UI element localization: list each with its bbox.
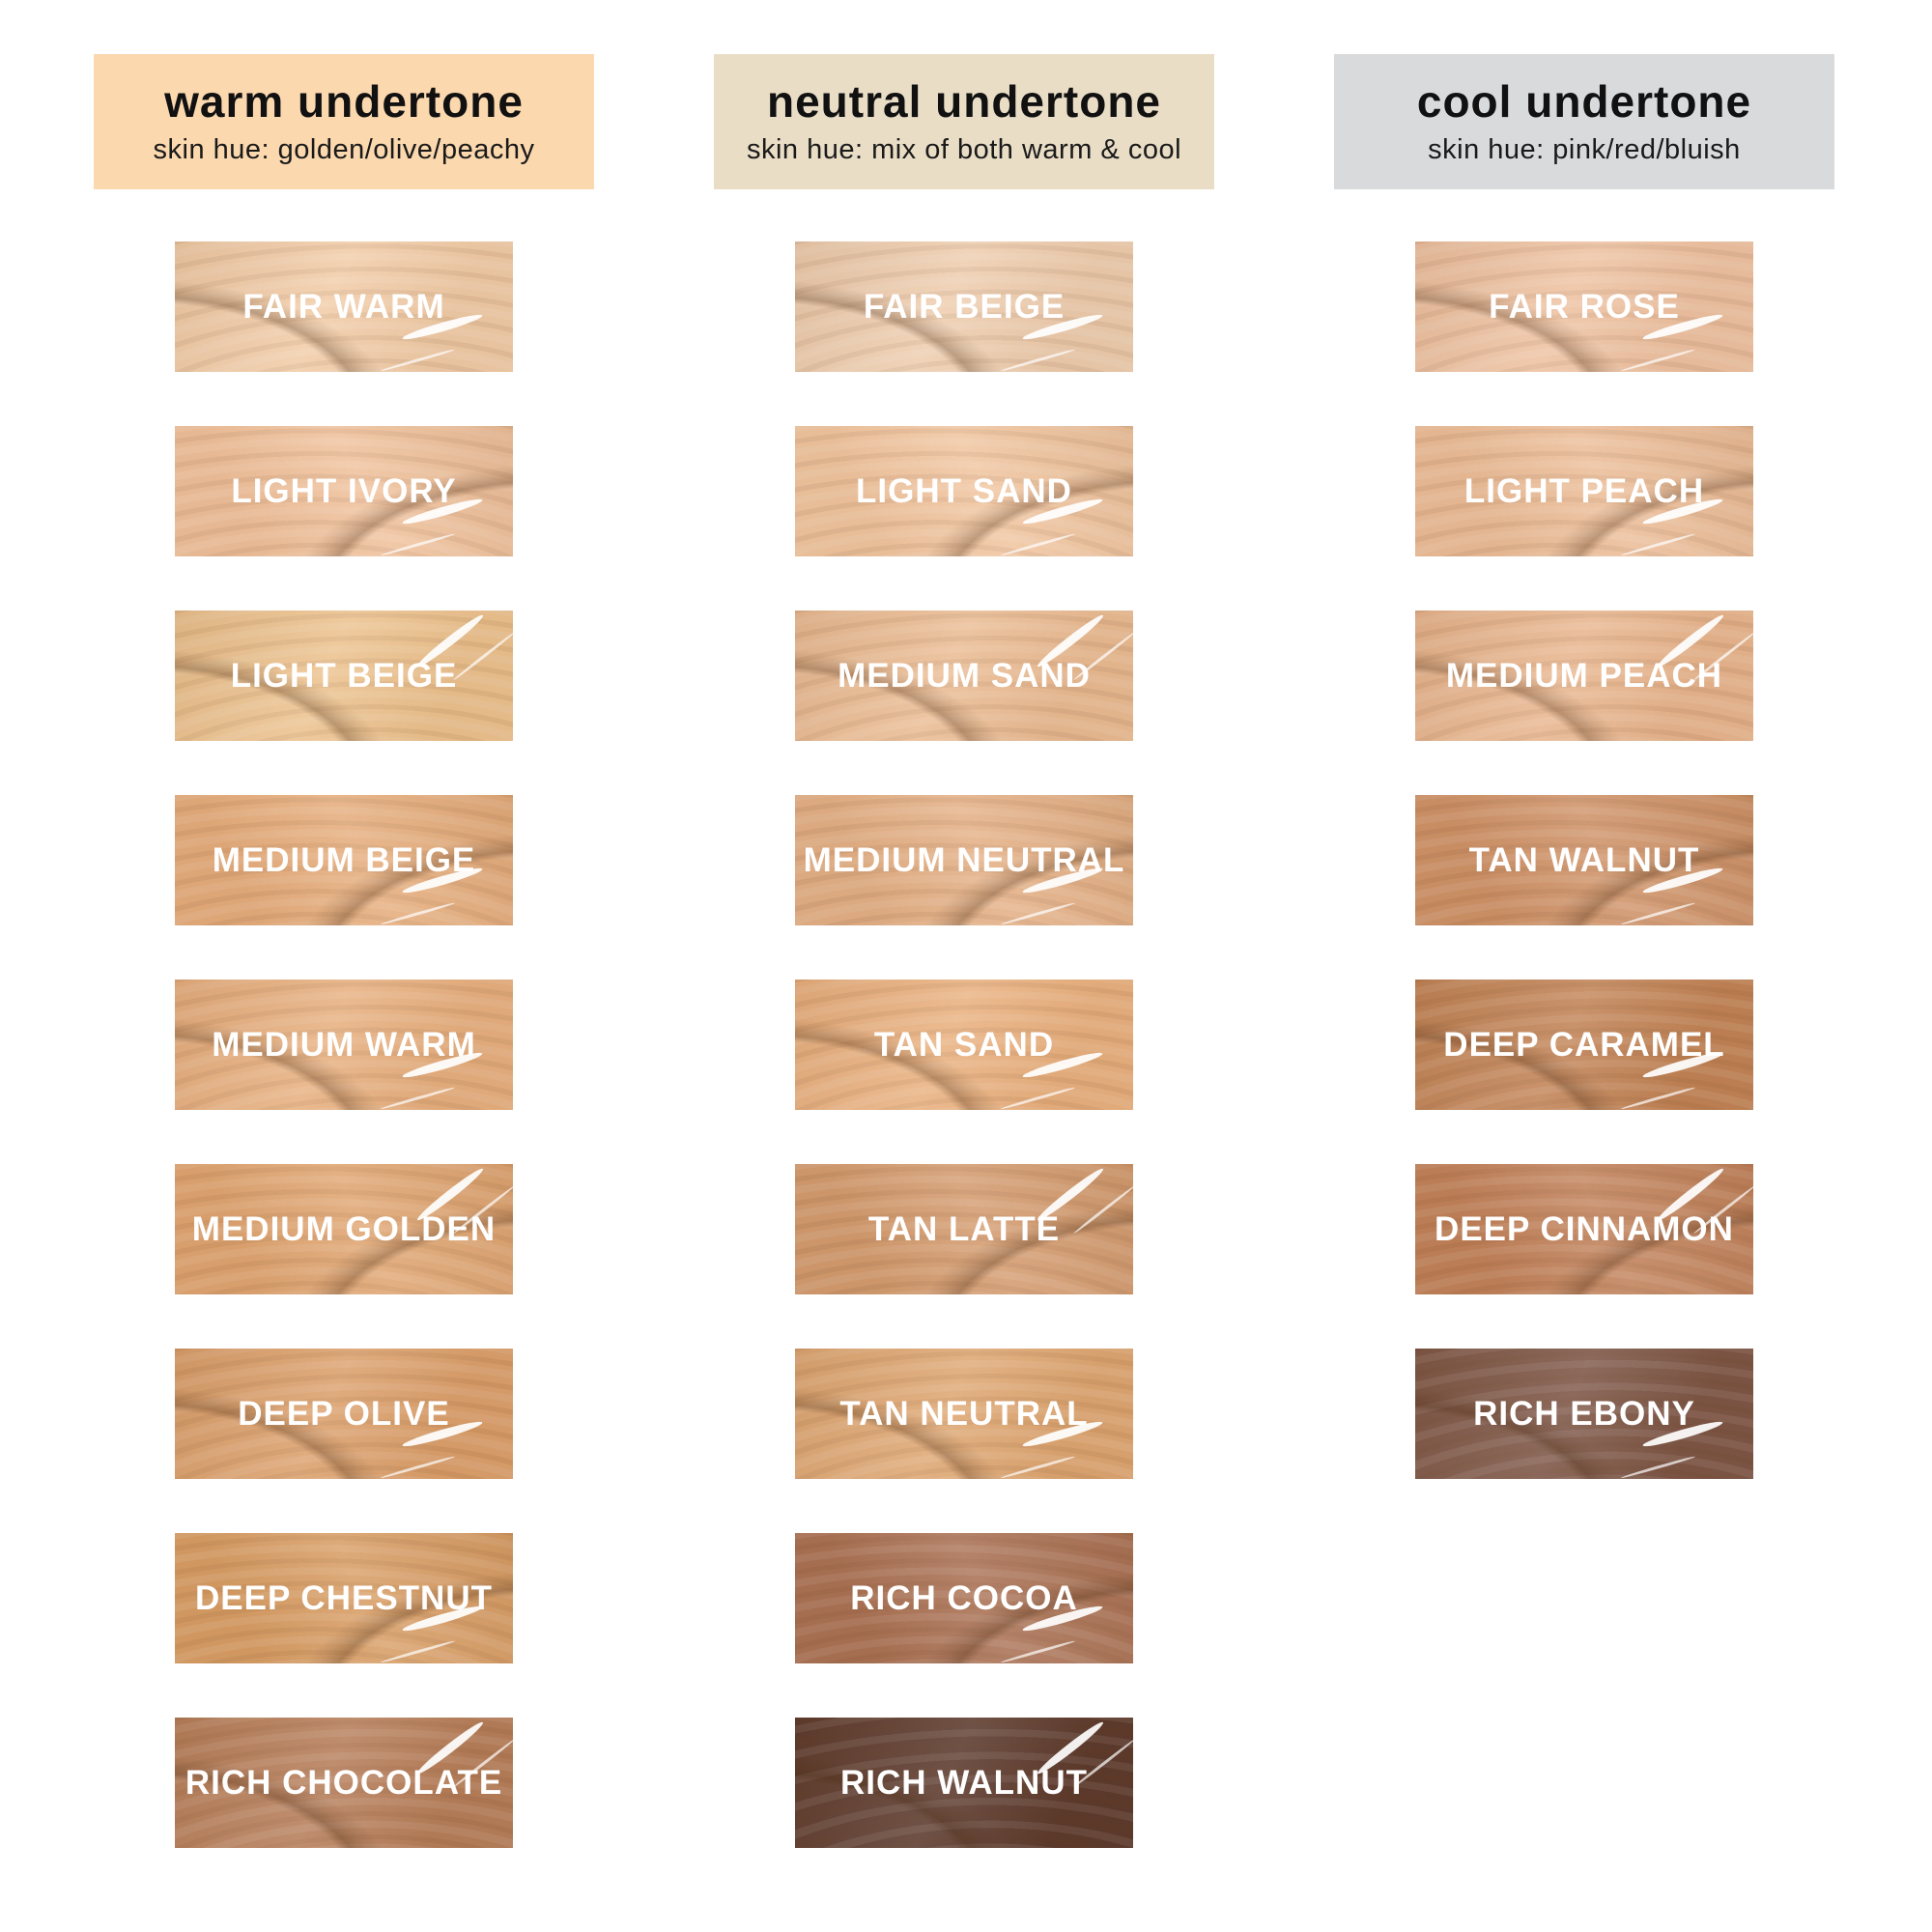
swatch-medium-golden: MEDIUM GOLDEN xyxy=(175,1164,513,1294)
column-subtitle: skin hue: mix of both warm & cool xyxy=(746,133,1182,165)
warm-undertone-header: warm undertone skin hue: golden/olive/pe… xyxy=(94,54,594,189)
column-neutral-undertone: neutral undertone skin hue: mix of both … xyxy=(714,54,1214,1848)
shade-name-label: LIGHT IVORY xyxy=(231,471,457,510)
cool-shade-list: FAIR ROSE LIGHT PEACH MEDIUM PEACH TAN W… xyxy=(1334,242,1834,1479)
swatch-deep-olive: DEEP OLIVE xyxy=(175,1349,513,1479)
shade-name-label: LIGHT BEIGE xyxy=(230,656,458,695)
swatch-rich-ebony: RICH EBONY xyxy=(1415,1349,1753,1479)
column-title: neutral undertone xyxy=(766,76,1162,128)
undertone-shade-chart: warm undertone skin hue: golden/olive/pe… xyxy=(0,0,1932,1848)
shade-name-label: MEDIUM NEUTRAL xyxy=(803,840,1125,879)
shade-name-label: TAN LATTE xyxy=(867,1209,1061,1248)
swatch-light-beige: LIGHT BEIGE xyxy=(175,611,513,741)
swatch-medium-warm: MEDIUM WARM xyxy=(175,980,513,1110)
shade-name-label: RICH COCOA xyxy=(850,1578,1078,1617)
swatch-rich-cocoa: RICH COCOA xyxy=(795,1533,1133,1663)
column-cool-undertone: cool undertone skin hue: pink/red/bluish… xyxy=(1334,54,1834,1848)
column-warm-undertone: warm undertone skin hue: golden/olive/pe… xyxy=(94,54,594,1848)
swatch-medium-beige: MEDIUM BEIGE xyxy=(175,795,513,925)
swatch-fair-warm: FAIR WARM xyxy=(175,242,513,372)
shade-name-label: FAIR ROSE xyxy=(1489,287,1680,326)
shade-name-label: TAN NEUTRAL xyxy=(839,1394,1089,1433)
column-title: cool undertone xyxy=(1416,76,1752,128)
shade-name-label: MEDIUM WARM xyxy=(212,1025,476,1064)
shade-name-label: DEEP OLIVE xyxy=(238,1394,450,1433)
shade-name-label: RICH CHOCOLATE xyxy=(185,1763,503,1802)
shade-name-label: MEDIUM SAND xyxy=(838,656,1091,695)
neutral-undertone-header: neutral undertone skin hue: mix of both … xyxy=(714,54,1214,189)
swatch-rich-walnut: RICH WALNUT xyxy=(795,1718,1133,1848)
swatch-tan-sand: TAN SAND xyxy=(795,980,1133,1110)
shade-name-label: TAN WALNUT xyxy=(1468,840,1700,879)
swatch-tan-walnut: TAN WALNUT xyxy=(1415,795,1753,925)
column-title: warm undertone xyxy=(164,76,524,128)
shade-name-label: MEDIUM BEIGE xyxy=(212,840,476,879)
shade-name-label: MEDIUM PEACH xyxy=(1445,656,1723,695)
swatch-deep-caramel: DEEP CARAMEL xyxy=(1415,980,1753,1110)
swatch-tan-latte: TAN LATTE xyxy=(795,1164,1133,1294)
shade-name-label: LIGHT SAND xyxy=(856,471,1072,510)
shade-name-label: TAN SAND xyxy=(873,1025,1055,1064)
shade-name-label: DEEP CHESTNUT xyxy=(195,1578,493,1617)
cool-undertone-header: cool undertone skin hue: pink/red/bluish xyxy=(1334,54,1834,189)
swatch-light-ivory: LIGHT IVORY xyxy=(175,426,513,556)
shade-name-label: LIGHT PEACH xyxy=(1463,471,1705,510)
shade-name-label: MEDIUM GOLDEN xyxy=(191,1209,497,1248)
swatch-rich-chocolate: RICH CHOCOLATE xyxy=(175,1718,513,1848)
column-subtitle: skin hue: golden/olive/peachy xyxy=(153,133,535,165)
shade-name-label: FAIR WARM xyxy=(242,287,445,326)
swatch-fair-beige: FAIR BEIGE xyxy=(795,242,1133,372)
swatch-fair-rose: FAIR ROSE xyxy=(1415,242,1753,372)
shade-name-label: RICH WALNUT xyxy=(840,1763,1088,1802)
swatch-light-peach: LIGHT PEACH xyxy=(1415,426,1753,556)
column-subtitle: skin hue: pink/red/bluish xyxy=(1428,133,1741,165)
swatch-medium-peach: MEDIUM PEACH xyxy=(1415,611,1753,741)
shade-name-label: FAIR BEIGE xyxy=(863,287,1065,326)
shade-name-label: DEEP CINNAMON xyxy=(1435,1209,1734,1248)
neutral-shade-list: FAIR BEIGE LIGHT SAND MEDIUM SAND MEDIUM… xyxy=(714,242,1214,1848)
warm-shade-list: FAIR WARM LIGHT IVORY LIGHT BEIGE MEDIUM… xyxy=(94,242,594,1848)
swatch-deep-cinnamon: DEEP CINNAMON xyxy=(1415,1164,1753,1294)
swatch-medium-neutral: MEDIUM NEUTRAL xyxy=(795,795,1133,925)
swatch-deep-chestnut: DEEP CHESTNUT xyxy=(175,1533,513,1663)
swatch-tan-neutral: TAN NEUTRAL xyxy=(795,1349,1133,1479)
swatch-light-sand: LIGHT SAND xyxy=(795,426,1133,556)
swatch-medium-sand: MEDIUM SAND xyxy=(795,611,1133,741)
shade-name-label: RICH EBONY xyxy=(1473,1394,1695,1433)
shade-name-label: DEEP CARAMEL xyxy=(1443,1025,1725,1064)
